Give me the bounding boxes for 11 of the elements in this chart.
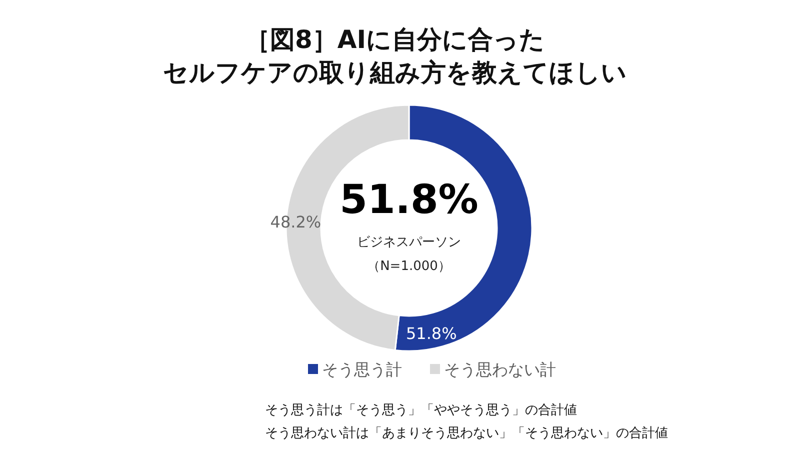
text: 51.8% [340, 177, 478, 223]
data-label: 48.2% [270, 212, 322, 232]
legend-label: そう思う計 [322, 360, 402, 379]
text: ビジネスパーソン [357, 235, 461, 250]
data-label: 51.8% [406, 324, 457, 344]
text: そう思う計は「そう思う」「ややそう思う」の合計値 [265, 403, 577, 418]
chart-subtitle: セルフケアの取り組み方を教えてほしい [163, 58, 627, 87]
legend-label: そう思わない計 [444, 360, 556, 379]
chart-title: ［図8］AIに自分に合った [244, 25, 546, 54]
text: （N=1.000） [367, 259, 451, 274]
text: そう思わない計は「あまりそう思わない」「そう思わない」の合計値 [265, 426, 668, 441]
